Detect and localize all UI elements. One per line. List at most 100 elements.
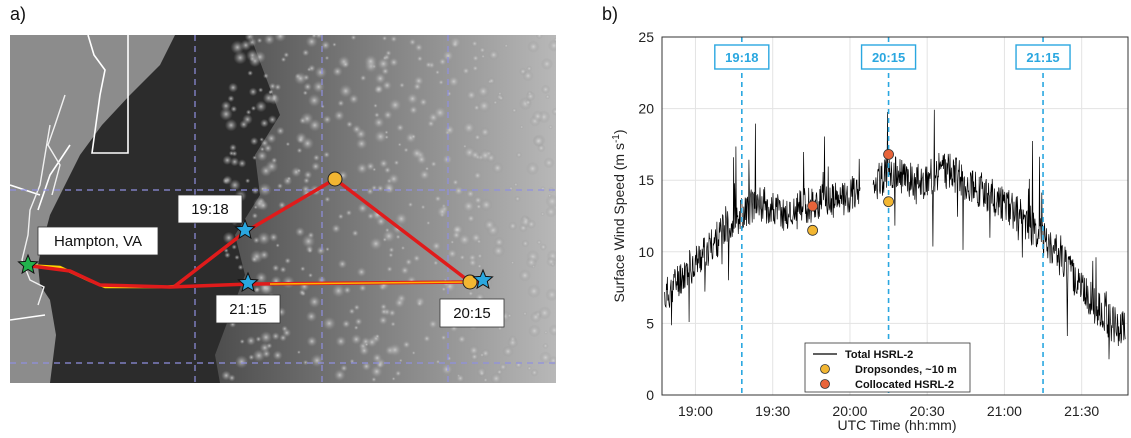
cloud-blob — [274, 35, 287, 43]
cloud-blob — [366, 187, 375, 196]
cloud-blob — [471, 39, 479, 48]
cloud-blob — [374, 84, 385, 95]
cloud-blob — [266, 133, 277, 144]
cloud-blob — [540, 84, 551, 95]
cloud-blob — [471, 64, 479, 72]
legend-label: Total HSRL-2 — [845, 349, 913, 361]
cloud-blob — [338, 84, 353, 98]
cloud-blob — [276, 126, 285, 136]
cloud-blob — [351, 124, 362, 135]
cloud-blob — [408, 38, 417, 47]
cloud-blob — [443, 124, 456, 136]
cloud-blob — [257, 231, 271, 246]
cloud-blob — [465, 89, 477, 101]
cloud-blob — [350, 333, 362, 345]
cloud-blob — [286, 176, 292, 181]
cloud-blob — [433, 105, 447, 120]
cloud-blob — [446, 355, 452, 362]
cloud-blob — [332, 66, 343, 77]
cloud-blob — [337, 99, 345, 107]
cloud-blob — [345, 120, 354, 128]
cloud-blob — [271, 332, 280, 341]
cloud-blob — [283, 51, 290, 58]
cloud-blob — [410, 133, 417, 140]
cloud-blob — [440, 334, 447, 341]
series-line-total-hsrl — [872, 109, 1126, 360]
cloud-blob — [322, 316, 337, 331]
cloud-blob — [398, 358, 403, 363]
cloud-blob — [377, 279, 390, 291]
cloud-blob — [514, 361, 523, 369]
cloud-blob — [499, 363, 508, 371]
cloud-blob — [548, 324, 556, 336]
cloud-blob — [511, 107, 517, 114]
cloud-blob — [258, 87, 264, 93]
cloud-blob — [388, 57, 399, 68]
cloud-blob — [224, 118, 238, 132]
point-collocated-hsrl — [883, 149, 894, 160]
star-marker-2015 — [472, 268, 494, 290]
cloud-blob — [230, 105, 238, 113]
point-dropsonde — [883, 196, 894, 208]
cloud-blob — [521, 239, 530, 248]
cloud-blob — [276, 182, 284, 190]
land-mass — [10, 35, 175, 383]
cloud-blob — [372, 167, 377, 172]
cloud-blob — [394, 370, 402, 377]
cloud-blob — [545, 288, 556, 302]
cloud-blob — [366, 212, 375, 221]
cloud-blob — [465, 189, 476, 199]
cloud-blob — [374, 72, 387, 85]
cloud-blob — [312, 80, 325, 94]
cloud-blob — [255, 271, 268, 284]
cloud-blob — [240, 39, 252, 51]
cloud-blob — [337, 213, 344, 220]
y-axis-label-main: Surface Wind Speed (m s — [611, 143, 627, 303]
cloud-blob — [300, 266, 306, 272]
cloud-blob — [361, 361, 372, 372]
legend-label: Collocated HSRL-2 — [855, 379, 954, 391]
cloud-blob — [274, 83, 282, 91]
legend-swatch — [820, 379, 830, 389]
cloud-blob — [335, 335, 347, 347]
cloud-blob — [222, 177, 230, 185]
cloud-blob — [411, 350, 416, 355]
cloud-blob — [545, 194, 556, 209]
time-label-box-1918 — [177, 194, 243, 224]
cloud-blob — [479, 352, 485, 358]
cloud-blob — [320, 40, 331, 51]
cloud-blob — [303, 177, 310, 185]
cloud-blob — [307, 231, 315, 239]
cloud-blob — [540, 211, 545, 217]
cloud-blob — [540, 57, 554, 70]
coastline — [21, 94, 66, 306]
cloud-blob — [441, 286, 447, 292]
cloud-blob — [404, 258, 413, 266]
cloud-blob — [507, 337, 519, 349]
y-tick-label: 10 — [638, 244, 654, 260]
cloud-blob — [418, 97, 429, 107]
cloud-blob — [466, 213, 476, 224]
cloud-blob — [513, 182, 519, 187]
cloud-blob — [526, 219, 537, 229]
time-label-box-2015 — [439, 298, 505, 328]
reference-label: 19:18 — [725, 50, 758, 65]
cloud-blob — [279, 333, 287, 342]
legend — [804, 342, 971, 393]
cloud-blob — [303, 170, 313, 180]
cloud-blob — [373, 111, 380, 119]
cloud-blob — [305, 35, 318, 48]
panel-b-label: b) — [602, 4, 619, 24]
cloud-blob — [426, 220, 431, 226]
cloud-blob — [498, 95, 504, 102]
cloud-blob — [296, 350, 301, 355]
cloud-blob — [455, 373, 465, 383]
cloud-blob — [256, 37, 263, 44]
cloud-blob — [355, 137, 368, 150]
cloud-blob — [359, 74, 367, 82]
cloud-blob — [468, 344, 480, 356]
cloud-blob — [376, 184, 385, 193]
cloud-blob — [477, 99, 492, 113]
cloud-blob — [457, 334, 467, 345]
cloud-blob — [477, 263, 483, 269]
